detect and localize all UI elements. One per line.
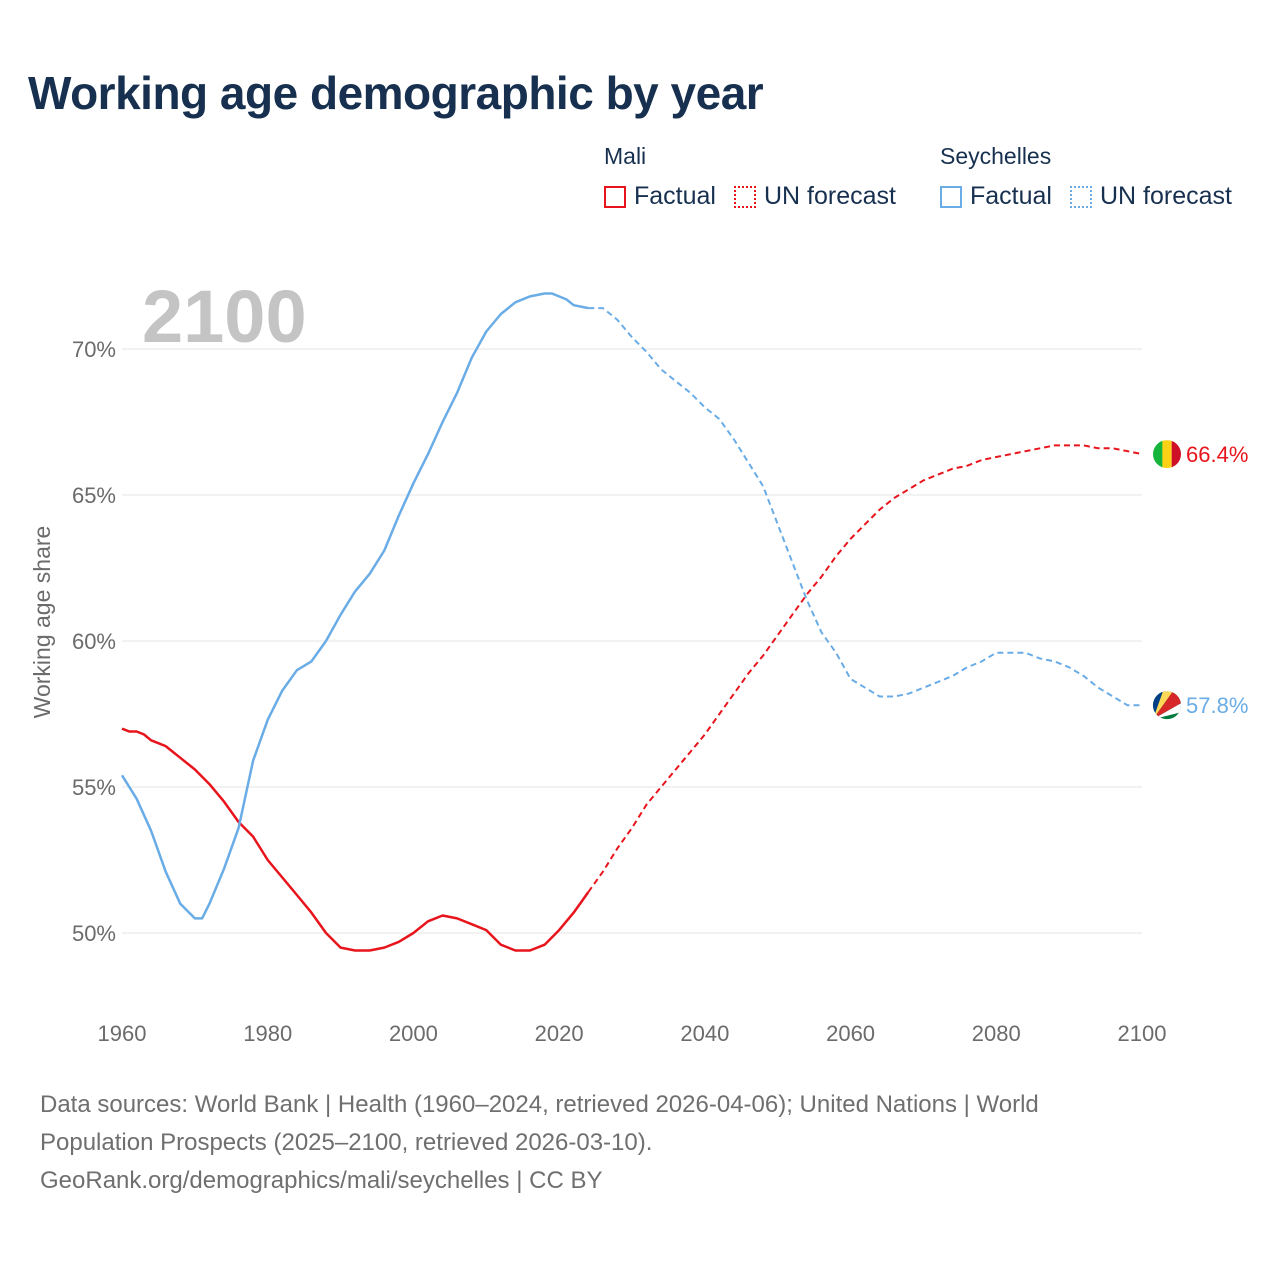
mali-flag-icon <box>1153 440 1181 469</box>
legend-seychelles-factual[interactable]: Factual <box>940 182 1052 211</box>
end-value-label-seychelles: 57.8% <box>1186 693 1248 718</box>
legend-mali-forecast[interactable]: UN forecast <box>733 182 896 211</box>
legend-group-mali: Mali Factual UN forecast <box>604 143 914 211</box>
x-tick-label: 2080 <box>972 1021 1021 1046</box>
sources-line-1: Data sources: World Bank | Health (1960–… <box>40 1091 1039 1118</box>
y-tick-label: 65% <box>72 483 116 508</box>
series-line-forecast-seychelles <box>588 307 1142 707</box>
legend-label: Factual <box>634 182 716 210</box>
x-tick-label: 2040 <box>680 1021 729 1046</box>
legend-country-seychelles: Seychelles <box>940 143 1052 169</box>
y-tick-label: 50% <box>72 921 116 946</box>
legend-label: UN forecast <box>763 182 896 210</box>
x-tick-label: 1980 <box>243 1021 292 1046</box>
legend-swatch-solid <box>940 185 962 208</box>
legend-mali-factual[interactable]: Factual <box>604 182 716 211</box>
legend-label: UN forecast <box>1099 182 1232 210</box>
legend-group-seychelles: Seychelles Factual UN forecast <box>940 143 1250 211</box>
x-tick-label: 1960 <box>98 1021 147 1046</box>
y-tick-label: 70% <box>72 337 116 362</box>
legend-country-mali: Mali <box>604 143 647 169</box>
series-line-forecast-mali <box>587 444 1143 893</box>
line-chart: 2100 50% 55% 60% 65% 70% 1960 1980 2000 2020 2040 2… <box>29 275 1248 1046</box>
legend-label: Factual <box>970 182 1052 210</box>
chart-title: Working age demographic by year <box>28 67 764 119</box>
x-tick-label: 2100 <box>1118 1021 1167 1046</box>
y-axis-label: Working age share <box>29 526 55 719</box>
x-tick-label: 2020 <box>535 1021 584 1046</box>
y-tick-label: 55% <box>72 775 116 800</box>
x-tick-label: 2000 <box>389 1021 438 1046</box>
legend-seychelles-forecast[interactable]: UN forecast <box>1069 182 1232 211</box>
year-label: 2100 <box>142 275 307 358</box>
seychelles-flag-icon <box>1153 691 1181 720</box>
x-tick-label: 2060 <box>826 1021 875 1046</box>
data-sources: Data sources: World Bank | Health (1960–… <box>40 1086 1240 1200</box>
end-value-label-mali: 66.4% <box>1186 442 1248 467</box>
series-line-factual-seychelles <box>120 292 589 920</box>
y-tick-label: 60% <box>72 629 116 654</box>
legend-swatch-solid <box>604 185 626 208</box>
legend-swatch-dotted <box>1069 185 1092 208</box>
sources-line-3[interactable]: GeoRank.org/demographics/mali/seychelles… <box>40 1167 603 1194</box>
legend-swatch-dotted <box>733 185 756 208</box>
sources-line-2: Population Prospects (2025–2100, retriev… <box>40 1129 653 1156</box>
series-line-factual-mali <box>121 727 590 952</box>
